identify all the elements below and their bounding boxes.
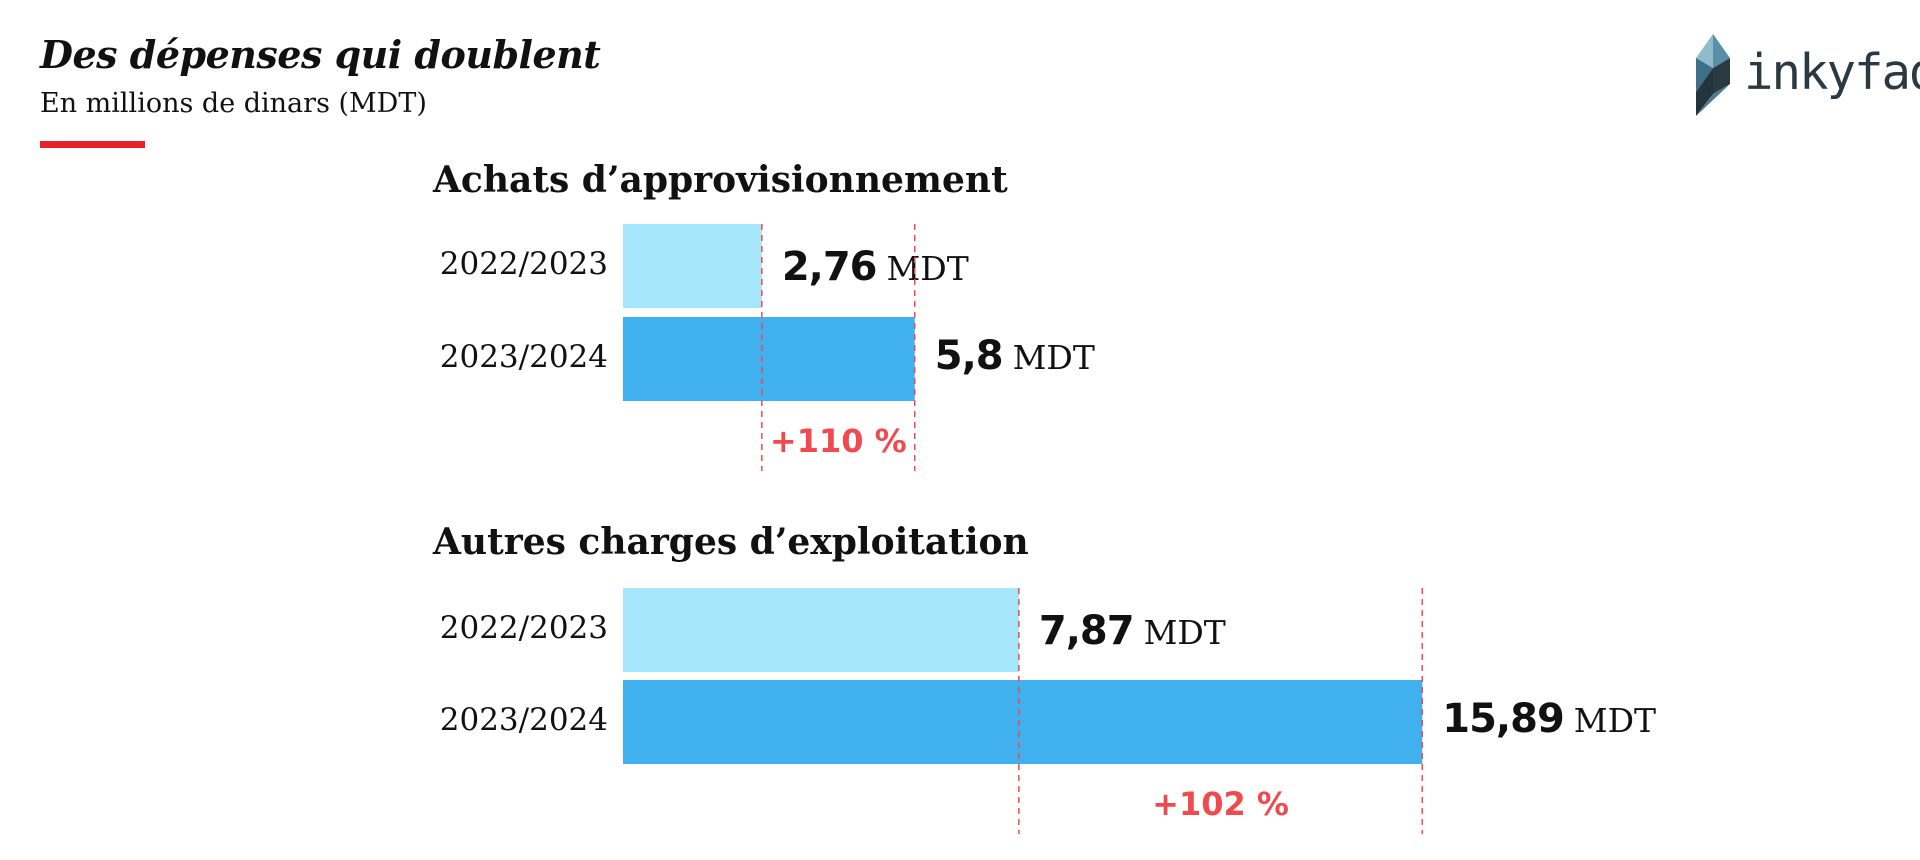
section-1-value-label: 5,8 MDT bbox=[935, 333, 1095, 379]
section-2-change-label: +102 % bbox=[1152, 785, 1289, 823]
value-unit: MDT bbox=[1144, 613, 1226, 652]
section-2-bar-2 bbox=[623, 680, 1423, 764]
value-number: 2,76 bbox=[782, 244, 877, 290]
section-2-title: Autres charges d’exploitation bbox=[432, 521, 1029, 563]
section-1-bar-1 bbox=[623, 224, 762, 308]
chart-subtitle: En millions de dinars (MDT) bbox=[40, 88, 427, 119]
section-1-title: Achats d’approvisionnement bbox=[432, 159, 1008, 201]
value-number: 5,8 bbox=[935, 333, 1003, 379]
inkyfada-logo: inkyfada bbox=[1696, 34, 1920, 120]
section-2-bar-1 bbox=[623, 588, 1019, 672]
section-1-category-label: 2023/2024 bbox=[440, 339, 608, 375]
section-2-category-label: 2022/2023 bbox=[440, 610, 608, 646]
section-1-category-label: 2022/2023 bbox=[440, 246, 608, 282]
value-unit: MDT bbox=[1013, 338, 1095, 377]
chart-title: Des dépenses qui doublent bbox=[40, 32, 601, 77]
section-2-value-label: 7,87 MDT bbox=[1039, 608, 1226, 654]
section-1-bar-2 bbox=[623, 317, 915, 401]
value-unit: MDT bbox=[887, 249, 969, 288]
value-number: 7,87 bbox=[1039, 608, 1134, 654]
section-2-value-label: 15,89 MDT bbox=[1442, 696, 1656, 742]
logo-wordmark: inkyfada bbox=[1744, 44, 1920, 101]
inkyfada-logo-icon bbox=[1696, 34, 1730, 116]
title-underline bbox=[40, 141, 145, 148]
value-number: 15,89 bbox=[1442, 696, 1564, 742]
section-2-category-label: 2023/2024 bbox=[440, 702, 608, 738]
value-unit: MDT bbox=[1574, 701, 1656, 740]
section-1-value-label: 2,76 MDT bbox=[782, 244, 969, 290]
section-1-change-label: +110 % bbox=[770, 422, 907, 460]
